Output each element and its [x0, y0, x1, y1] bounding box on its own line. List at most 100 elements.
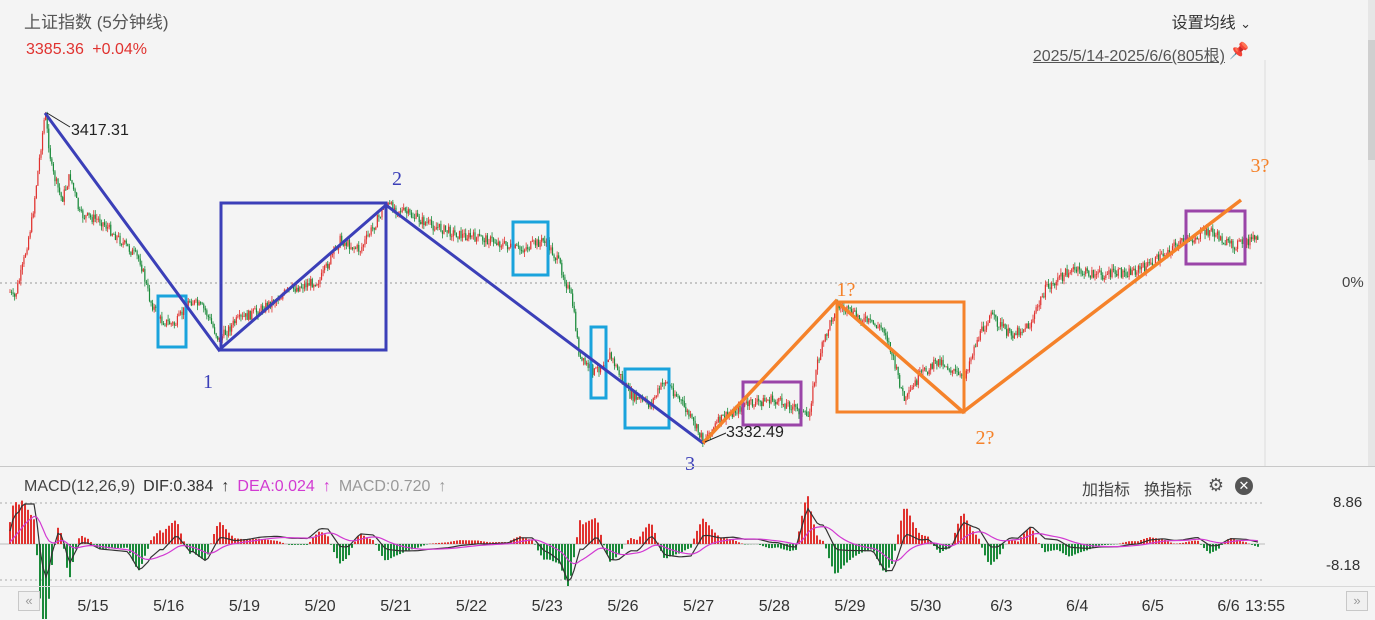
candle-body [894, 356, 895, 368]
candle-body [1043, 296, 1044, 297]
candle-body [1076, 270, 1077, 272]
candle-body [37, 171, 38, 186]
candle-body [507, 245, 508, 249]
candle-body [31, 217, 32, 232]
candle-body [569, 285, 570, 289]
candle-body [93, 215, 94, 222]
macd-bar [897, 534, 899, 544]
candle-body [1079, 267, 1080, 270]
dea-label: DEA:0.024 [237, 478, 314, 495]
macd-bar [468, 540, 470, 544]
macd-bar [615, 544, 617, 557]
candle-body [812, 386, 813, 404]
change-indicator-button[interactable]: 换指标 [1144, 476, 1192, 500]
candle-body [1175, 242, 1176, 245]
candle-body [419, 216, 420, 222]
candle-body [371, 227, 372, 234]
candle-body [1031, 322, 1032, 327]
macd-bar [213, 534, 215, 544]
candle-body [834, 314, 835, 318]
macd-bar [1059, 544, 1061, 551]
macd-bar [735, 541, 737, 544]
gear-icon[interactable]: ⚙ [1206, 475, 1226, 495]
candle-body [299, 287, 300, 292]
candle-body [307, 283, 308, 287]
candle-body [329, 264, 330, 268]
macd-bar [681, 544, 683, 552]
candle-body [101, 223, 102, 227]
scroll-left-button[interactable]: « [18, 591, 40, 611]
candle-body [1037, 307, 1038, 308]
candle-body [71, 180, 72, 183]
candle-body [1161, 254, 1162, 255]
macd-title: MACD(12,26,9) [24, 478, 135, 495]
candle-body [62, 197, 63, 202]
scroll-right-button[interactable]: » [1346, 591, 1368, 611]
macd-bar [855, 544, 857, 556]
candle-body [1070, 272, 1071, 273]
macd-bar [849, 544, 851, 560]
candle-body [594, 368, 595, 375]
candle-body [191, 302, 192, 306]
candle-body [783, 404, 784, 405]
candlestick-series [9, 112, 1258, 447]
macd-bar [78, 538, 80, 544]
candle-body [468, 233, 469, 239]
candle-body [571, 289, 572, 294]
candle-body [526, 247, 527, 249]
close-icon[interactable]: ✕ [1235, 477, 1253, 495]
wave-label: 2 [392, 168, 402, 190]
candle-body [363, 245, 364, 247]
candle-body [1022, 332, 1023, 333]
macd-bar [822, 541, 824, 544]
candle-body [588, 363, 589, 368]
candle-body [1042, 296, 1043, 297]
macd-bar [1203, 544, 1205, 548]
candle-body [912, 387, 913, 390]
candle-body [826, 334, 827, 335]
candle-body [540, 242, 541, 247]
candle-body [746, 402, 747, 403]
macd-bar [36, 544, 38, 555]
macd-bar [15, 502, 17, 544]
macd-bar [435, 543, 437, 544]
candle-body [1091, 270, 1092, 278]
candle-body [406, 211, 407, 213]
candle-body [161, 317, 162, 324]
candle-body [758, 399, 759, 401]
candle-body [1028, 323, 1029, 328]
candle-body [899, 375, 900, 387]
candle-body [234, 321, 235, 323]
macd-bar [582, 524, 584, 544]
candle-body [19, 281, 20, 284]
candle-body [780, 398, 781, 399]
candle-body [798, 409, 799, 414]
macd-bar [585, 522, 587, 544]
candle-body [764, 398, 765, 401]
low-annotation: 3332.49 [726, 424, 784, 441]
add-indicator-button[interactable]: 加指标 [1082, 476, 1130, 500]
x-tick-label: 6/6 [1217, 598, 1239, 616]
candle-body [11, 292, 12, 293]
candle-body [615, 365, 616, 366]
macd-bar [27, 510, 29, 544]
wave-label: 3? [1251, 155, 1270, 177]
macd-bar [819, 540, 821, 544]
candle-body [141, 265, 142, 272]
candle-body [924, 368, 925, 369]
macd-bar [387, 544, 389, 560]
candle-body [1197, 238, 1198, 240]
candle-body [261, 306, 262, 312]
candle-body [152, 303, 153, 310]
macd-bar [471, 540, 473, 544]
macd-bar [618, 544, 620, 554]
candle-body [695, 421, 696, 429]
candle-body [305, 284, 306, 287]
candle-body [442, 231, 443, 233]
candle-body [1094, 274, 1095, 277]
candle-body [521, 250, 522, 251]
candle-body [1087, 268, 1088, 271]
candle-body [341, 236, 342, 242]
candle-body [391, 202, 392, 204]
candle-body [1014, 333, 1015, 338]
